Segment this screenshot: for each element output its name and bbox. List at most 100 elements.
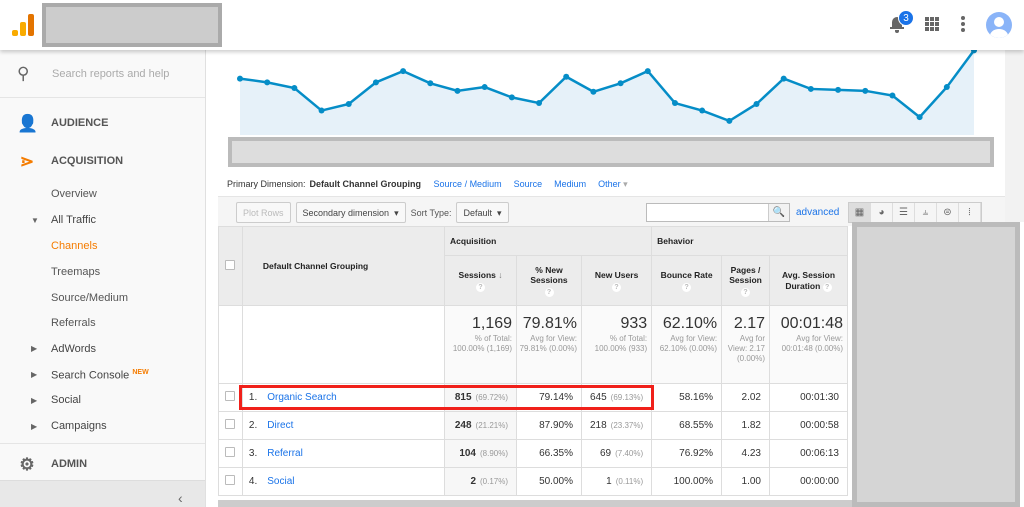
- data-point[interactable]: [699, 107, 706, 114]
- total-cell: 1,169 % of Total: 100.00% (1,169): [444, 305, 518, 384]
- performance-view-icon[interactable]: ☰: [893, 203, 915, 222]
- sidebar-item-adwords[interactable]: AdWords: [51, 343, 97, 355]
- collapse-bar[interactable]: ‹: [0, 480, 205, 507]
- more-vert-icon[interactable]: [961, 16, 965, 32]
- data-point[interactable]: [971, 50, 977, 54]
- data-point[interactable]: [536, 100, 543, 107]
- help-icon[interactable]: ?: [476, 282, 486, 292]
- data-point[interactable]: [508, 94, 515, 101]
- col-bounce-rate[interactable]: Bounce Rate?: [651, 255, 723, 306]
- term-cloud-view-icon[interactable]: ⦙: [959, 203, 981, 222]
- notification-badge: 3: [898, 10, 914, 26]
- chevron-left-icon[interactable]: ‹: [178, 490, 183, 506]
- data-point[interactable]: [671, 100, 678, 107]
- data-point[interactable]: [481, 84, 488, 91]
- total-cell: 00:01:48 Avg for View: 00:01:48 (0.00%): [769, 305, 848, 384]
- table-filter-input[interactable]: 🔍: [646, 203, 790, 222]
- data-point[interactable]: [318, 107, 325, 114]
- data-point[interactable]: [726, 117, 733, 124]
- row-checkbox[interactable]: [225, 419, 236, 429]
- caret-right-icon[interactable]: ▶: [31, 370, 38, 379]
- help-icon[interactable]: ?: [741, 287, 751, 297]
- data-point[interactable]: [807, 85, 814, 92]
- account-selector-redacted[interactable]: [42, 3, 222, 47]
- row-checkbox[interactable]: [225, 447, 236, 457]
- col-avg-duration[interactable]: Avg. Session Duration ?: [769, 255, 848, 306]
- data-point[interactable]: [835, 86, 842, 93]
- row-checkbox[interactable]: [225, 475, 236, 485]
- bell-icon[interactable]: [890, 17, 904, 33]
- dim-source-medium[interactable]: Source / Medium: [433, 179, 502, 189]
- channel-link[interactable]: Referral: [267, 448, 303, 459]
- data-point[interactable]: [780, 75, 787, 82]
- sidebar-item-search-console[interactable]: Search Console NEW: [51, 369, 149, 382]
- sort-type-select[interactable]: Default ▾: [456, 202, 509, 223]
- data-point[interactable]: [372, 79, 379, 86]
- data-point[interactable]: [862, 87, 869, 94]
- row-checkbox[interactable]: [225, 391, 236, 401]
- data-point[interactable]: [889, 92, 896, 99]
- sidebar-item-source-medium[interactable]: Source/Medium: [51, 292, 129, 304]
- sidebar-item-social[interactable]: Social: [51, 394, 81, 406]
- sidebar-item-channels[interactable]: Channels: [51, 240, 98, 252]
- data-point[interactable]: [427, 80, 434, 87]
- comparison-view-icon[interactable]: ⫨: [915, 203, 937, 222]
- search-icon[interactable]: 🔍: [768, 204, 789, 221]
- data-point[interactable]: [264, 79, 271, 86]
- analytics-logo[interactable]: [12, 14, 34, 36]
- data-point[interactable]: [563, 73, 570, 80]
- data-point[interactable]: [400, 68, 407, 75]
- caret-down-icon[interactable]: ▼: [31, 216, 39, 225]
- data-point[interactable]: [644, 68, 651, 75]
- data-point[interactable]: [916, 114, 923, 121]
- sidebar-item-campaigns[interactable]: Campaigns: [51, 420, 107, 432]
- avatar[interactable]: [986, 12, 1012, 38]
- data-point[interactable]: [590, 88, 597, 95]
- sidebar-item-referrals[interactable]: Referrals: [51, 317, 96, 329]
- data-point[interactable]: [617, 80, 624, 87]
- data-point[interactable]: [345, 100, 352, 107]
- data-point[interactable]: [943, 84, 950, 91]
- search-input[interactable]: Search reports and help: [52, 68, 170, 80]
- data-point[interactable]: [454, 87, 461, 94]
- apps-grid-icon[interactable]: [925, 17, 939, 31]
- dim-medium[interactable]: Medium: [554, 179, 587, 189]
- top-header: 3: [0, 0, 1024, 50]
- data-point[interactable]: [753, 100, 760, 107]
- caret-right-icon[interactable]: ▶: [31, 396, 38, 405]
- total-cell: 2.17 Avg for View: 2.17 (0.00%): [721, 305, 770, 384]
- pie-view-icon[interactable]: ◕: [871, 203, 893, 222]
- total-value: 1,169: [471, 315, 513, 332]
- right-strip: [1005, 50, 1024, 222]
- help-icon[interactable]: ?: [612, 282, 622, 292]
- horizontal-scrollbar[interactable]: [218, 500, 852, 507]
- secondary-dimension-select[interactable]: Secondary dimension ▾: [295, 202, 406, 223]
- data-point[interactable]: [291, 85, 298, 91]
- advanced-link[interactable]: advanced: [796, 207, 840, 218]
- sidebar-item-all-traffic[interactable]: All Traffic: [51, 214, 97, 226]
- help-icon[interactable]: ?: [822, 282, 832, 292]
- pivot-view-icon[interactable]: ⊜: [937, 203, 959, 222]
- dim-source[interactable]: Source: [513, 179, 543, 189]
- select-all-checkbox[interactable]: [225, 260, 236, 270]
- plot-rows-button[interactable]: Plot Rows: [236, 202, 291, 223]
- col-pages-session[interactable]: Pages / Session?: [721, 255, 770, 306]
- col-sessions[interactable]: Sessions ↓?: [444, 255, 518, 306]
- series-line: [239, 50, 976, 123]
- caret-right-icon[interactable]: ▶: [31, 422, 38, 431]
- channel-link[interactable]: Organic Search: [267, 392, 337, 403]
- data-point[interactable]: [237, 75, 243, 82]
- sidebar-item-treemaps[interactable]: Treemaps: [51, 266, 101, 278]
- sidebar-item-overview[interactable]: Overview: [51, 188, 97, 200]
- col-new-sessions[interactable]: % New Sessions?: [516, 255, 582, 306]
- dim-other[interactable]: Other ▾: [598, 179, 628, 189]
- help-icon[interactable]: ?: [682, 282, 692, 292]
- col-new-users[interactable]: New Users?: [580, 255, 653, 306]
- channel-link[interactable]: Social: [267, 476, 295, 487]
- channel-link[interactable]: Direct: [267, 420, 294, 431]
- caret-right-icon[interactable]: ▶: [31, 344, 38, 353]
- sidebar-search[interactable]: ⚲ Search reports and help: [0, 50, 205, 98]
- table-view-icon[interactable]: ▦: [849, 203, 871, 222]
- table-row: 4. Social 2 (0.17%) 50.00% 1 (0.11%) 100.00…: [218, 467, 848, 496]
- help-icon[interactable]: ?: [544, 287, 554, 297]
